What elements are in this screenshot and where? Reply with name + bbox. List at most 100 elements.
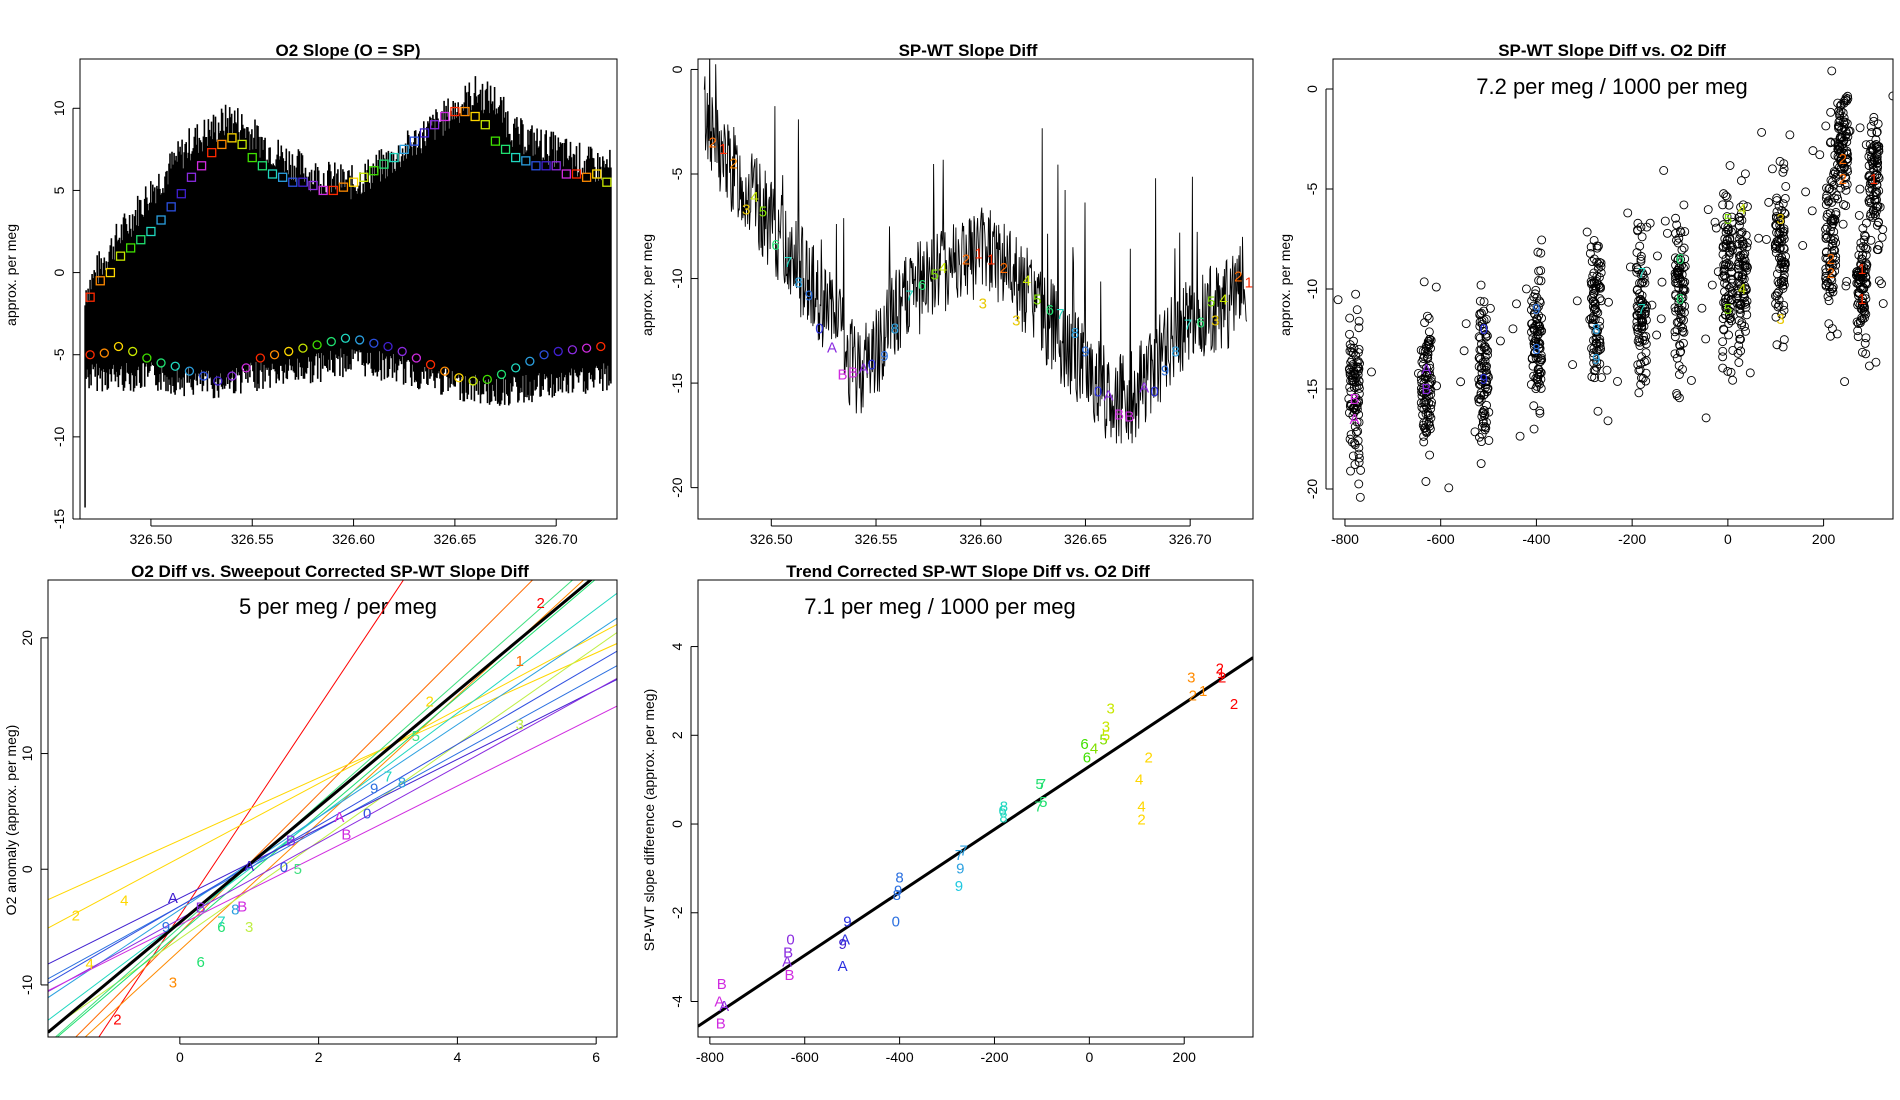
scatter-point bbox=[1586, 242, 1596, 252]
data-label: 5 bbox=[1724, 211, 1732, 228]
data-label: 9 bbox=[1532, 301, 1540, 318]
upper-square-marker bbox=[217, 139, 227, 150]
lower-circle-marker bbox=[198, 371, 209, 381]
scatter-point bbox=[1771, 221, 1781, 231]
scatter-point bbox=[1673, 238, 1683, 248]
scatter-point bbox=[1633, 265, 1643, 275]
scatter-point bbox=[1678, 338, 1688, 348]
scatter-point bbox=[1734, 212, 1744, 222]
scatter-point bbox=[1638, 300, 1648, 310]
p0-y-tick-label: -15 bbox=[51, 509, 67, 529]
scatter-point bbox=[1871, 190, 1881, 200]
scatter-point bbox=[1861, 140, 1871, 150]
scatter-point bbox=[1679, 243, 1689, 253]
scatter-point bbox=[1867, 128, 1877, 138]
data-label: 7 bbox=[384, 769, 392, 786]
lower-circle-marker bbox=[553, 346, 563, 357]
scatter-point bbox=[1861, 309, 1871, 319]
scatter-point bbox=[1478, 418, 1488, 428]
p1-y-tick-label: -20 bbox=[669, 477, 685, 497]
p2-x-tick-label: -800 bbox=[1331, 531, 1359, 547]
scatter-point bbox=[1677, 245, 1687, 255]
data-label: 9 bbox=[162, 919, 170, 936]
scatter-point bbox=[1738, 200, 1748, 210]
data-label: 8 bbox=[1000, 798, 1008, 815]
scatter-point bbox=[1636, 256, 1646, 266]
upper-square-marker bbox=[500, 144, 511, 155]
scatter-point bbox=[1732, 239, 1742, 249]
scatter-point bbox=[1671, 260, 1681, 270]
scatter-point bbox=[1734, 358, 1744, 367]
data-label: 0 bbox=[868, 356, 876, 373]
scatter-point bbox=[1855, 184, 1865, 194]
scatter-point bbox=[1722, 212, 1732, 222]
scatter-point bbox=[1779, 164, 1789, 174]
scatter-point bbox=[1673, 254, 1683, 264]
data-label: 2 bbox=[1230, 696, 1238, 713]
data-label: B bbox=[783, 945, 793, 962]
data-label: 7 bbox=[1056, 306, 1064, 323]
scatter-point bbox=[1345, 329, 1354, 339]
overall-fit-line bbox=[48, 580, 593, 1034]
p3-x-tick-label: 2 bbox=[315, 1049, 323, 1065]
scatter-point bbox=[1421, 400, 1431, 410]
scatter-point bbox=[1861, 243, 1871, 253]
scatter-point bbox=[1842, 276, 1852, 286]
p4-y-axis: -4 -2 0 2 4 bbox=[669, 642, 698, 1008]
scatter-point bbox=[1529, 424, 1539, 434]
scatter-point bbox=[1832, 191, 1842, 201]
scatter-point bbox=[1679, 327, 1689, 337]
scatter-point bbox=[1830, 138, 1840, 148]
scatter-point bbox=[1589, 358, 1599, 368]
upper-square-marker bbox=[328, 185, 338, 196]
scatter-point bbox=[1672, 220, 1682, 230]
data-label: 5 bbox=[759, 204, 767, 221]
upper-square-marker bbox=[298, 177, 308, 187]
scatter-point bbox=[1354, 443, 1364, 453]
data-label: 2 bbox=[1839, 171, 1847, 188]
scatter-point bbox=[1594, 282, 1604, 292]
scatter-point bbox=[1333, 295, 1343, 305]
scatter-point bbox=[1512, 299, 1521, 309]
p4-x-axis: -800 -600 -400 -200 0 200 bbox=[696, 1037, 1196, 1065]
scatter-point bbox=[1425, 334, 1435, 344]
data-label: 0 bbox=[280, 859, 288, 876]
scatter-point bbox=[1742, 310, 1752, 320]
scatter-point bbox=[1676, 228, 1686, 238]
scatter-point bbox=[1475, 345, 1485, 355]
data-label: 6 bbox=[1676, 251, 1684, 268]
scatter-point bbox=[1735, 305, 1745, 314]
data-label: 8 bbox=[1532, 341, 1540, 358]
scatter-point bbox=[1416, 398, 1426, 408]
data-label: 6 bbox=[1676, 291, 1684, 308]
data-label: 2 bbox=[1137, 812, 1145, 829]
scatter-point bbox=[1344, 408, 1354, 418]
scatter-point bbox=[1829, 167, 1839, 177]
scatter-point bbox=[1638, 270, 1648, 280]
scatter-point bbox=[1733, 286, 1743, 296]
data-label: 9 bbox=[839, 936, 847, 953]
scatter-point bbox=[1734, 329, 1744, 339]
scatter-point bbox=[1675, 347, 1685, 357]
p1-x-tick-label: 326.70 bbox=[1169, 531, 1212, 547]
data-label: 8 bbox=[794, 275, 802, 292]
data-label: 9 bbox=[894, 883, 902, 900]
scatter-point bbox=[1856, 238, 1866, 248]
scatter-point bbox=[1637, 232, 1647, 242]
scatter-point bbox=[1771, 248, 1781, 258]
data-label: 6 bbox=[1196, 314, 1204, 331]
scatter-point bbox=[1878, 225, 1888, 234]
o2-slope-band bbox=[84, 76, 612, 508]
scatter-point bbox=[1647, 300, 1657, 310]
scatter-point bbox=[1779, 243, 1789, 253]
scatter-point bbox=[1351, 363, 1361, 373]
scatter-point bbox=[1851, 271, 1861, 280]
data-label: 2 bbox=[536, 595, 544, 612]
scatter-point bbox=[1634, 388, 1644, 398]
scatter-point bbox=[1419, 404, 1429, 414]
data-label: 9 bbox=[843, 914, 851, 931]
lower-circle-marker bbox=[596, 341, 606, 352]
scatter-point bbox=[1535, 408, 1545, 418]
scatter-point bbox=[1856, 243, 1866, 253]
scatter-point bbox=[1595, 359, 1605, 369]
